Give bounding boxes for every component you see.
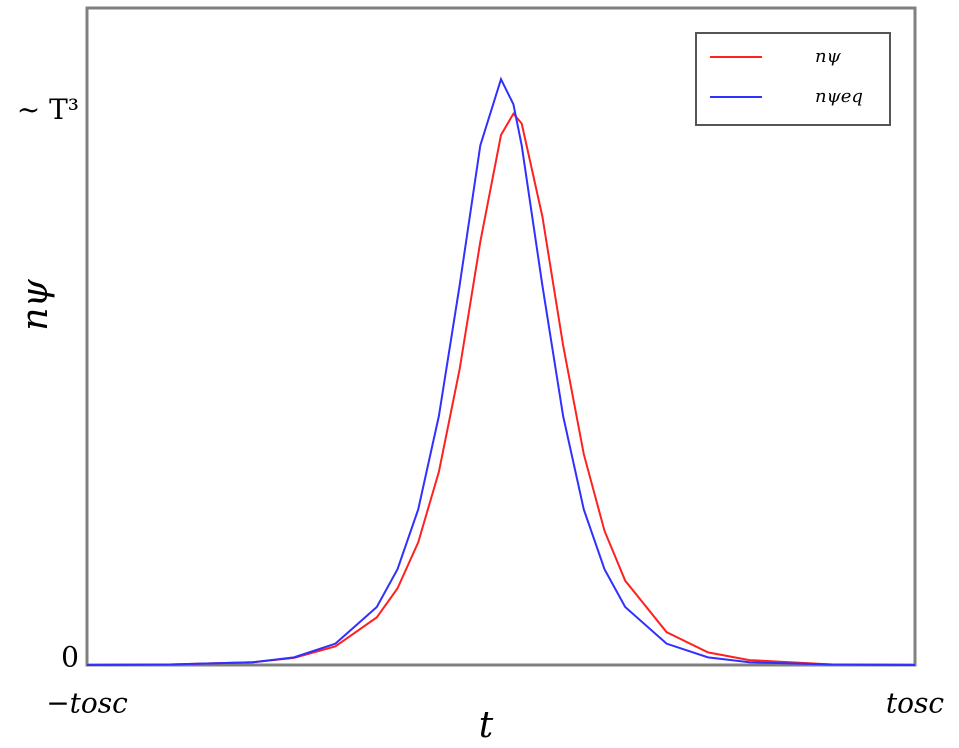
x-tick-label: tosc	[886, 687, 944, 720]
y-tick-label: ~ T³	[17, 93, 79, 126]
plot-frame	[85, 6, 917, 667]
legend-box	[695, 32, 891, 126]
x-tick-label: −tosc	[46, 687, 128, 720]
data-line	[86, 111, 916, 666]
data-line	[86, 76, 916, 666]
y-axis-label: nψ	[15, 279, 56, 331]
x-axis-label: t	[479, 705, 494, 746]
legend-label: nψ	[815, 46, 842, 67]
legend-label: nψeq	[815, 86, 863, 107]
y-tick-label: 0	[61, 641, 79, 674]
